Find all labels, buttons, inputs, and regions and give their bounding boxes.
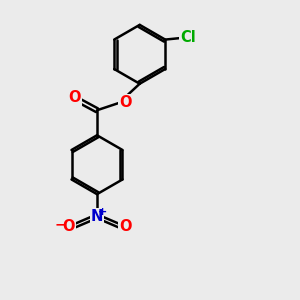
Text: O: O [119,95,132,110]
Text: N: N [91,209,103,224]
Text: −: − [54,217,66,231]
Text: O: O [62,219,75,234]
Text: O: O [68,90,81,105]
Text: Cl: Cl [180,30,196,45]
Text: O: O [119,219,132,234]
Text: +: + [98,207,107,217]
